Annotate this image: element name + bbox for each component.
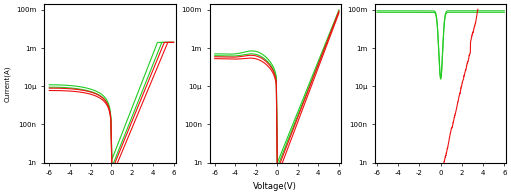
Y-axis label: Current(A): Current(A) — [4, 65, 11, 102]
X-axis label: Voltage(V): Voltage(V) — [253, 182, 297, 191]
